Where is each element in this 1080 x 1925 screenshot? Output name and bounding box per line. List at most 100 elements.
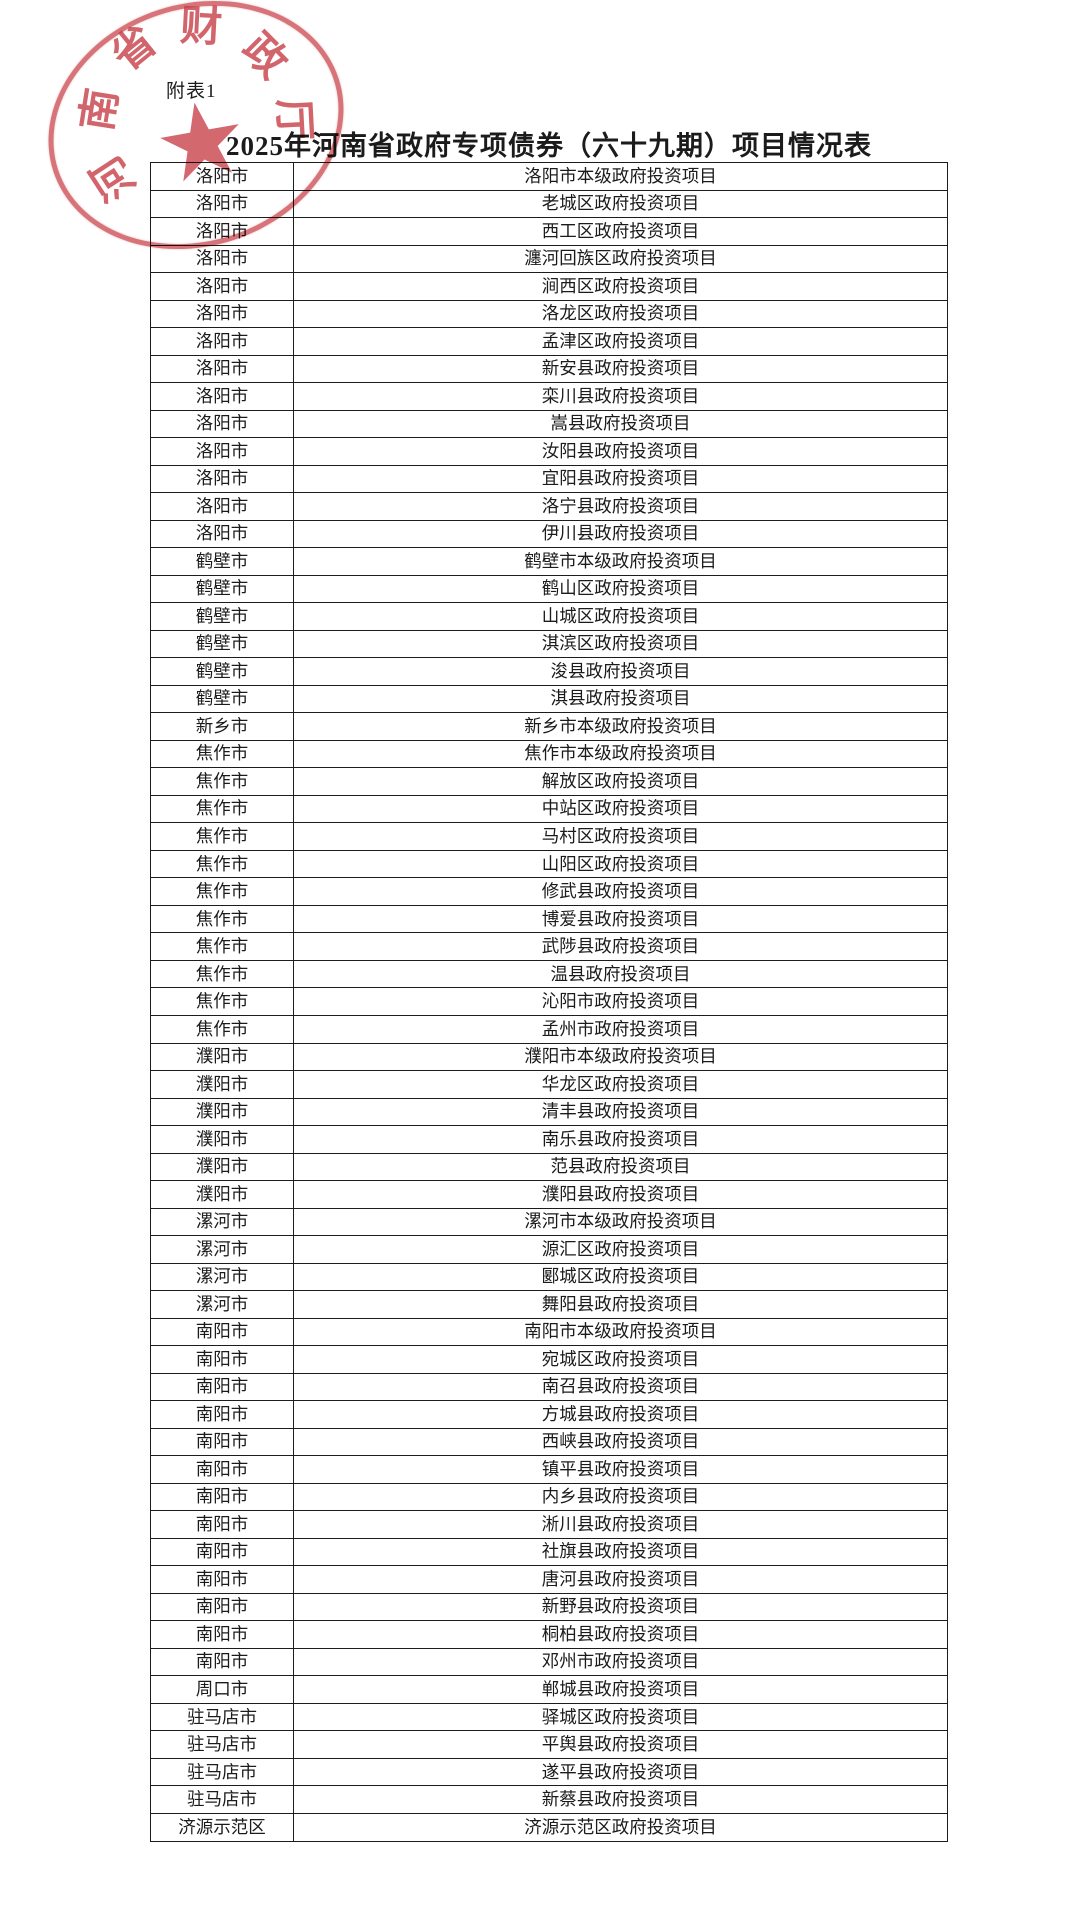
- project-cell: 洛阳市本级政府投资项目: [293, 162, 948, 191]
- table-row: 鹤壁市 淇县政府投资项目: [150, 684, 948, 714]
- table-row: 濮阳市 华龙区政府投资项目: [150, 1070, 948, 1099]
- city-cell: 鹤壁市: [150, 574, 294, 604]
- city-cell: 濮阳市: [150, 1097, 294, 1127]
- city-cell: 南阳市: [150, 1427, 294, 1457]
- table-row: 焦作市 中站区政府投资项目: [150, 794, 948, 824]
- city-cell: 焦作市: [150, 1014, 294, 1044]
- project-table: 洛阳市 洛阳市本级政府投资项目 洛阳市 老城区政府投资项目 洛阳市 西工区政府投资项目 洛阳…: [150, 162, 948, 1843]
- seal-character: 政: [233, 25, 296, 88]
- project-cell: 新安县政府投资项目: [293, 354, 948, 384]
- table-row: 洛阳市 汝阳县政府投资项目: [150, 437, 948, 466]
- table-row: 南阳市 南召县政府投资项目: [150, 1372, 948, 1402]
- city-cell: 焦作市: [150, 849, 294, 879]
- city-cell: 焦作市: [150, 959, 294, 989]
- table-row: 南阳市 桐柏县政府投资项目: [150, 1620, 948, 1649]
- project-cell: 濮阳市本级政府投资项目: [293, 1042, 948, 1072]
- project-cell: 解放区政府投资项目: [293, 767, 948, 796]
- table-row: 南阳市 方城县政府投资项目: [150, 1400, 948, 1429]
- project-cell: 博爱县政府投资项目: [293, 904, 948, 934]
- project-cell: 郸城县政府投资项目: [293, 1675, 948, 1704]
- city-cell: 焦作市: [150, 932, 294, 961]
- table-row: 焦作市 温县政府投资项目: [150, 959, 948, 989]
- table-row: 鹤壁市 浚县政府投资项目: [150, 657, 948, 686]
- project-cell: 淅川县政府投资项目: [293, 1510, 948, 1539]
- project-cell: 鹤山区政府投资项目: [293, 574, 948, 604]
- project-cell: 中站区政府投资项目: [293, 794, 948, 824]
- project-cell: 驿城区政府投资项目: [293, 1702, 948, 1732]
- project-cell: 遂平县政府投资项目: [293, 1757, 948, 1787]
- project-cell: 西工区政府投资项目: [293, 217, 948, 246]
- table-row: 焦作市 沁阳市政府投资项目: [150, 987, 948, 1016]
- table-row: 驻马店市 新蔡县政府投资项目: [150, 1785, 948, 1814]
- project-cell: 洛宁县政府投资项目: [293, 492, 948, 521]
- table-row: 漯河市 郾城区政府投资项目: [150, 1262, 948, 1292]
- city-cell: 濮阳市: [150, 1180, 294, 1209]
- project-cell: 内乡县政府投资项目: [293, 1482, 948, 1512]
- city-cell: 洛阳市: [150, 272, 294, 301]
- project-cell: 漯河市本级政府投资项目: [293, 1207, 948, 1237]
- table-row: 南阳市 宛城区政府投资项目: [150, 1345, 948, 1374]
- table-row: 焦作市 孟州市政府投资项目: [150, 1014, 948, 1044]
- city-cell: 南阳市: [150, 1647, 294, 1677]
- city-cell: 鹤壁市: [150, 629, 294, 659]
- project-cell: 山阳区政府投资项目: [293, 849, 948, 879]
- table-row: 洛阳市 老城区政府投资项目: [150, 189, 948, 219]
- city-cell: 洛阳市: [150, 354, 294, 384]
- table-row: 南阳市 社旗县政府投资项目: [150, 1537, 948, 1567]
- table-row: 濮阳市 濮阳市本级政府投资项目: [150, 1042, 948, 1072]
- city-cell: 焦作市: [150, 822, 294, 851]
- city-cell: 南阳市: [150, 1510, 294, 1539]
- project-cell: 新蔡县政府投资项目: [293, 1785, 948, 1814]
- table-row: 南阳市 西峡县政府投资项目: [150, 1427, 948, 1457]
- table-row: 焦作市 武陟县政府投资项目: [150, 932, 948, 961]
- table-row: 驻马店市 遂平县政府投资项目: [150, 1757, 948, 1787]
- project-cell: 桐柏县政府投资项目: [293, 1620, 948, 1649]
- project-cell: 嵩县政府投资项目: [293, 409, 948, 439]
- project-cell: 汝阳县政府投资项目: [293, 437, 948, 466]
- table-row: 焦作市 山阳区政府投资项目: [150, 849, 948, 879]
- table-row: 焦作市 博爱县政府投资项目: [150, 904, 948, 934]
- city-cell: 驻马店市: [150, 1702, 294, 1732]
- table-row: 洛阳市 新安县政府投资项目: [150, 354, 948, 384]
- table-row: 鹤壁市 鹤壁市本级政府投资项目: [150, 547, 948, 576]
- attachment-label: 附表1: [166, 81, 217, 102]
- seal-character: 南: [74, 85, 127, 135]
- project-cell: 孟津区政府投资项目: [293, 327, 948, 356]
- city-cell: 南阳市: [150, 1482, 294, 1512]
- table-row: 焦作市 修武县政府投资项目: [150, 877, 948, 906]
- project-cell: 沁阳市政府投资项目: [293, 987, 948, 1016]
- project-cell: 栾川县政府投资项目: [293, 382, 948, 411]
- city-cell: 洛阳市: [150, 437, 294, 466]
- city-cell: 济源示范区: [150, 1812, 294, 1843]
- table-row: 洛阳市 涧西区政府投资项目: [150, 272, 948, 301]
- city-cell: 洛阳市: [150, 409, 294, 439]
- seal-character: 省: [104, 18, 166, 81]
- project-cell: 淇县政府投资项目: [293, 684, 948, 714]
- project-cell: 南乐县政府投资项目: [293, 1125, 948, 1154]
- city-cell: 新乡市: [150, 712, 294, 741]
- project-cell: 华龙区政府投资项目: [293, 1070, 948, 1099]
- city-cell: 周口市: [150, 1675, 294, 1704]
- city-cell: 洛阳市: [150, 519, 294, 549]
- project-cell: 平舆县政府投资项目: [293, 1730, 948, 1759]
- project-cell: 邓州市政府投资项目: [293, 1647, 948, 1677]
- table-row: 济源示范区 济源示范区政府投资项目: [150, 1812, 948, 1843]
- table-row: 新乡市 新乡市本级政府投资项目: [150, 712, 948, 741]
- table-row: 洛阳市 宜阳县政府投资项目: [150, 464, 948, 494]
- table-row: 焦作市 马村区政府投资项目: [150, 822, 948, 851]
- table-row: 南阳市 南阳市本级政府投资项目: [150, 1317, 948, 1347]
- project-cell: 浚县政府投资项目: [293, 657, 948, 686]
- project-cell: 焦作市本级政府投资项目: [293, 739, 948, 769]
- table-row: 洛阳市 洛龙区政府投资项目: [150, 299, 948, 329]
- table-row: 鹤壁市 淇滨区政府投资项目: [150, 629, 948, 659]
- project-cell: 清丰县政府投资项目: [293, 1097, 948, 1127]
- city-cell: 焦作市: [150, 739, 294, 769]
- project-cell: 瀍河回族区政府投资项目: [293, 244, 948, 274]
- table-row: 洛阳市 洛阳市本级政府投资项目: [150, 162, 948, 191]
- page-title: 2025年河南省政府专项债券（六十九期）项目情况表: [226, 131, 872, 161]
- city-cell: 洛阳市: [150, 162, 294, 191]
- city-cell: 漯河市: [150, 1235, 294, 1264]
- city-cell: 焦作市: [150, 987, 294, 1016]
- city-cell: 焦作市: [150, 767, 294, 796]
- city-cell: 鹤壁市: [150, 657, 294, 686]
